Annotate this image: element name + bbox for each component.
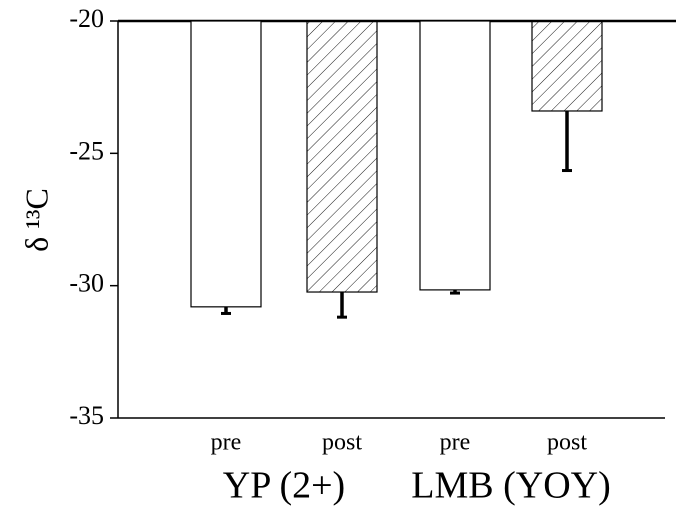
- bar: [419, 20, 491, 291]
- group-label: YP (2+): [223, 465, 345, 507]
- bar: [531, 20, 603, 112]
- x-tick-label: post: [322, 430, 362, 456]
- y-tick-label: -25: [69, 136, 104, 165]
- y-axis-label: δ ¹³C: [18, 188, 54, 252]
- x-tick-label: post: [547, 430, 587, 456]
- y-tick-label: -30: [69, 269, 104, 298]
- y-tick-label: -20: [69, 4, 104, 33]
- x-tick-label: pre: [211, 430, 242, 456]
- group-label: LMB (YOY): [411, 465, 610, 507]
- bar: [190, 20, 262, 308]
- x-tick-label: pre: [440, 430, 471, 456]
- y-tick-label: -35: [69, 401, 104, 430]
- bar: [306, 20, 378, 293]
